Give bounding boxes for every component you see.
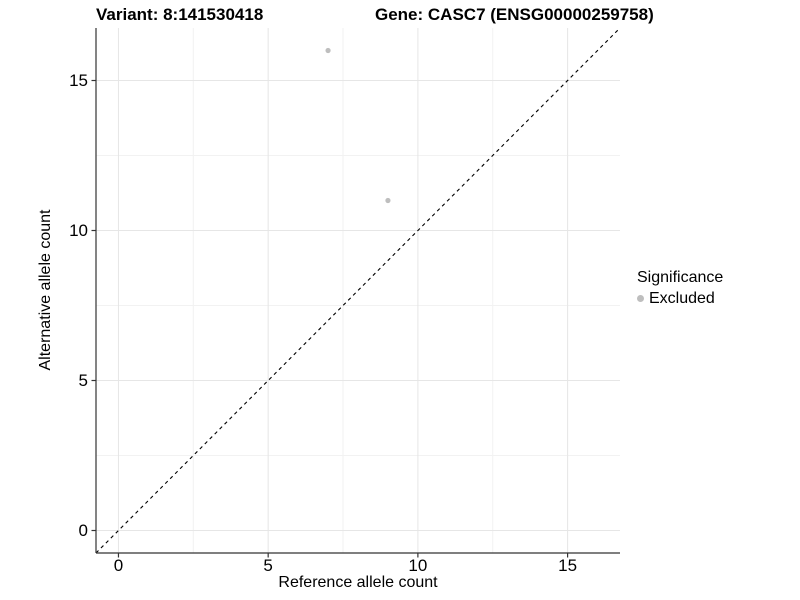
x-tick-label: 0 xyxy=(113,556,124,575)
legend-entry-excluded: Excluded xyxy=(637,289,723,308)
legend: Significance Excluded xyxy=(637,268,723,308)
plot-panel xyxy=(91,28,621,558)
y-tick-label: 10 xyxy=(69,220,88,240)
plot-title-variant: Variant: 8:141530418 xyxy=(96,5,264,24)
x-axis-title: Reference allele count xyxy=(278,574,438,591)
y-tick-label: 0 xyxy=(78,520,88,540)
plot-title-gene: Gene: CASC7 (ENSG00000259758) xyxy=(375,5,654,24)
legend-point-icon xyxy=(637,295,644,302)
identity-dashed-line xyxy=(95,28,621,554)
x-tick-label: 5 xyxy=(263,556,273,575)
y-tick-label: 15 xyxy=(69,70,88,90)
legend-entry-label: Excluded xyxy=(649,290,715,307)
x-tick-label: 15 xyxy=(558,556,578,575)
data-point xyxy=(325,47,331,54)
x-tick-label: 10 xyxy=(408,556,428,575)
legend-title: Significance xyxy=(637,269,724,286)
y-tick-label: 5 xyxy=(78,370,88,390)
data-point xyxy=(385,197,391,204)
